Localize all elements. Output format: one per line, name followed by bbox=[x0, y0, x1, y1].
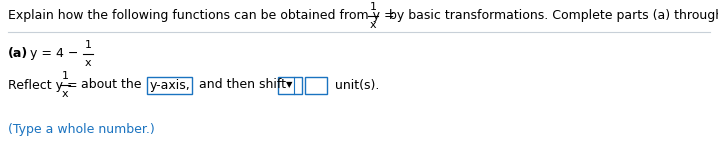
Text: y-axis,: y-axis, bbox=[149, 78, 190, 92]
Text: by basic transformations. Complete parts (a) through (c) below.: by basic transformations. Complete parts… bbox=[385, 9, 718, 22]
FancyBboxPatch shape bbox=[305, 76, 327, 93]
Text: x: x bbox=[85, 58, 91, 68]
Text: x: x bbox=[62, 89, 68, 99]
Text: ▼: ▼ bbox=[286, 81, 292, 90]
Text: 1: 1 bbox=[85, 40, 91, 50]
Text: y = 4 −: y = 4 − bbox=[30, 47, 83, 60]
Text: (Type a whole number.): (Type a whole number.) bbox=[8, 123, 155, 136]
Text: Reflect y =: Reflect y = bbox=[8, 78, 82, 92]
Text: x: x bbox=[370, 20, 376, 30]
FancyBboxPatch shape bbox=[147, 76, 192, 93]
Text: unit(s).: unit(s). bbox=[331, 78, 379, 92]
Text: 1: 1 bbox=[370, 2, 376, 12]
Text: about the: about the bbox=[77, 78, 146, 92]
Text: 1: 1 bbox=[62, 71, 68, 81]
Text: (a): (a) bbox=[8, 47, 28, 60]
Text: Explain how the following functions can be obtained from y =: Explain how the following functions can … bbox=[8, 9, 398, 22]
FancyBboxPatch shape bbox=[278, 76, 302, 93]
Text: and then shift: and then shift bbox=[195, 78, 290, 92]
